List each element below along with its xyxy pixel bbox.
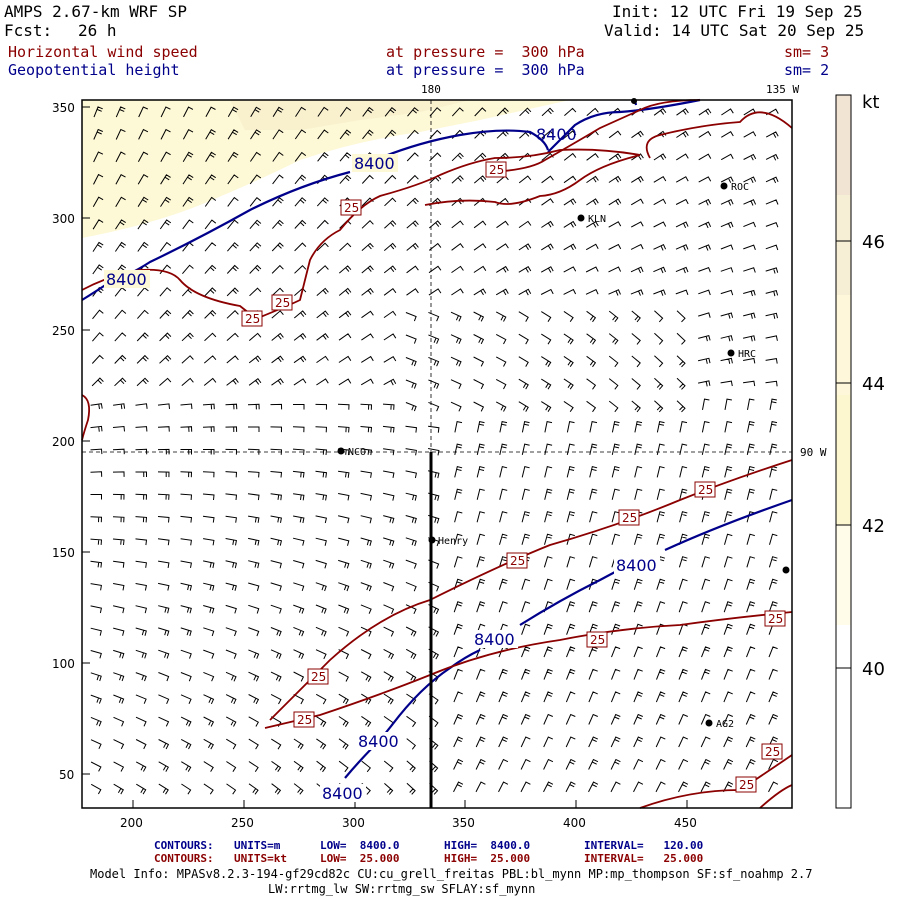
map-frame — [81, 99, 793, 809]
x-tick-label: 300 — [342, 816, 365, 830]
x-tick-label: 250 — [231, 816, 254, 830]
station-label: KLN — [588, 214, 606, 225]
y-tick-label: 100 — [52, 657, 75, 671]
station-label: NCO — [348, 447, 366, 458]
valid-time: Valid: 14 UTC Sat 20 Sep 25 — [604, 21, 865, 40]
speed-label: 25 — [510, 554, 525, 568]
speed-label: 25 — [344, 201, 359, 215]
y-axis — [82, 106, 90, 775]
height-label: 8400 — [322, 784, 363, 803]
model-info-radiation: LW:rrtmg_lw SW:rrtmg_sw SFLAY:sf_mynn — [268, 882, 536, 896]
height-label: 8400 — [354, 154, 395, 173]
field1-smoothing: sm= 3 — [784, 43, 830, 61]
field1-level: at pressure = 300 hPa — [386, 43, 585, 61]
contour-info-speed-low: LOW= 25.000 — [320, 852, 400, 865]
x-tick-label: 350 — [452, 816, 475, 830]
speed-label: 25 — [739, 778, 754, 792]
height-label: 8400 — [474, 630, 515, 649]
lon-label-180: 180 — [421, 83, 441, 96]
speed-label: 25 — [245, 312, 260, 326]
contour-info-speed-high: HIGH= 25.000 — [444, 852, 531, 865]
contour-info-speed-interval: INTERVAL= 25.000 — [584, 852, 704, 865]
lon-label-135w: 135 W — [766, 83, 799, 96]
height-label: 8400 — [106, 270, 147, 289]
speed-label: 25 — [489, 163, 504, 177]
colorbar-unit: kt — [862, 92, 879, 113]
station-marker — [577, 214, 585, 222]
field2-name: Geopotential height — [8, 61, 180, 79]
contour-info-height-units: UNITS=m — [234, 839, 281, 852]
forecast-value: 26 h — [78, 21, 117, 40]
contour-info-speed-units: UNITS=kt — [234, 852, 287, 865]
contour-info-height-high: HIGH= 8400.0 — [444, 839, 531, 852]
station-marker — [727, 349, 735, 357]
station-label: AG2 — [716, 719, 734, 730]
model-info: Model Info: MPASv8.2.3-194-gf29cd82c CU:… — [90, 867, 813, 881]
field2-smoothing: sm= 2 — [784, 61, 830, 79]
speed-label: 25 — [311, 670, 326, 684]
x-tick-label: 450 — [674, 816, 697, 830]
speed-label: 25 — [590, 633, 605, 647]
colorbar-level: 42 — [862, 516, 885, 537]
station-label: ROC — [731, 182, 749, 193]
speed-label: 25 — [297, 713, 312, 727]
y-tick-label: 150 — [52, 546, 75, 560]
colorbar-level: 46 — [862, 232, 885, 253]
station-marker — [337, 447, 345, 455]
wind-speed-shading — [82, 100, 570, 238]
field2-level: at pressure = 300 hPa — [386, 61, 585, 79]
station-marker — [428, 536, 436, 544]
contour-info-height-interval: INTERVAL= 120.00 — [584, 839, 704, 852]
field1-name: Horizontal wind speed — [8, 43, 198, 61]
height-label: 8400 — [358, 732, 399, 751]
colorbar-level: 44 — [862, 374, 885, 395]
speed-label: 25 — [622, 511, 637, 525]
model-title: AMPS 2.67-km WRF SP — [4, 2, 188, 21]
contour-info-height-low: LOW= 8400.0 — [320, 839, 400, 852]
contour-info-height-label: CONTOURS: — [154, 839, 214, 852]
graticule — [82, 100, 792, 453]
x-tick-label: 400 — [563, 816, 586, 830]
height-label: 8400 — [616, 556, 657, 575]
y-tick-label: 50 — [59, 768, 74, 782]
forecast-label: Fcst: — [4, 21, 53, 40]
station-marker — [720, 182, 728, 190]
station-label: Henry — [438, 536, 468, 547]
x-tick-label: 200 — [120, 816, 143, 830]
speed-label: 25 — [275, 296, 290, 310]
station-marker — [631, 98, 637, 104]
height-labels: 8400 8400 8400 8400 8400 8400 8400 — [104, 125, 660, 803]
x-axis — [132, 800, 688, 808]
speed-labels: 25 25 25 25 25 25 25 25 25 25 25 25 25 — [241, 161, 786, 793]
y-tick-label: 300 — [52, 212, 75, 226]
y-tick-label: 350 — [52, 101, 75, 115]
y-tick-labels: 350 300 250 200 150 100 50 — [52, 101, 75, 782]
speed-label: 25 — [765, 745, 780, 759]
y-tick-label: 250 — [52, 324, 75, 338]
speed-label: 25 — [768, 612, 783, 626]
lon-label-90w: 90 W — [800, 446, 827, 459]
station-label: HRC — [738, 349, 756, 360]
stations: ROC KLN HRC NCO Henry AG2 — [337, 98, 790, 730]
y-tick-label: 200 — [52, 435, 75, 449]
wind-barbs — [90, 106, 779, 795]
station-marker — [705, 719, 713, 727]
x-tick-labels: 200 250 300 350 400 450 — [120, 816, 697, 830]
colorbar-level: 40 — [862, 659, 885, 680]
speed-label: 25 — [698, 483, 713, 497]
station-marker — [782, 566, 790, 574]
init-time: Init: 12 UTC Fri 19 Sep 25 — [612, 2, 863, 21]
height-label: 8400 — [536, 125, 577, 144]
contour-info-speed-label: CONTOURS: — [154, 852, 214, 865]
colorbar: kt 46 44 42 40 — [835, 92, 885, 809]
wind-barb-field — [90, 106, 779, 795]
speed-contours — [81, 99, 793, 809]
